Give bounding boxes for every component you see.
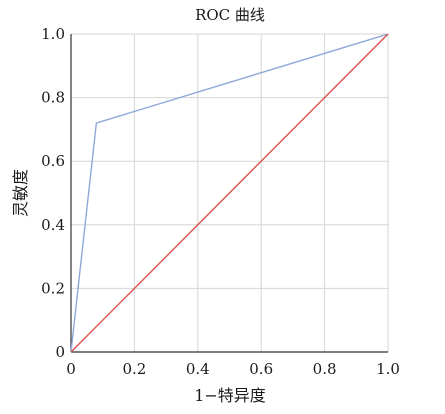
series-layer <box>70 33 389 353</box>
y-tick-label: 0.4 <box>41 216 65 234</box>
grid-layer <box>71 33 389 352</box>
y-tick-label: 0.6 <box>41 152 65 170</box>
ticks-layer: 0 0.2 0.4 0.6 0.8 1.0 0 0.2 0.4 0.6 0.8 1.0 <box>41 25 400 378</box>
y-tick-label: 0 <box>55 343 65 361</box>
y-tick-label: 0.8 <box>41 89 65 107</box>
y-tick-label: 0.2 <box>41 279 65 297</box>
chart-title: ROC 曲线 <box>195 6 265 24</box>
x-tick-label: 0 <box>66 360 76 378</box>
x-tick-label: 1.0 <box>376 360 400 378</box>
x-tick-label: 0.4 <box>186 360 210 378</box>
y-tick-label: 1.0 <box>41 25 65 43</box>
x-tick-label: 0.6 <box>249 360 273 378</box>
axes-layer <box>70 34 388 353</box>
roc-curve-line <box>70 33 389 353</box>
x-tick-label: 0.2 <box>122 360 146 378</box>
x-axis-title: 1−特异度 <box>194 386 266 405</box>
reference-diagonal-line <box>70 33 389 353</box>
x-tick-label: 0.8 <box>313 360 337 378</box>
y-axis-title: 灵敏度 <box>11 169 30 217</box>
